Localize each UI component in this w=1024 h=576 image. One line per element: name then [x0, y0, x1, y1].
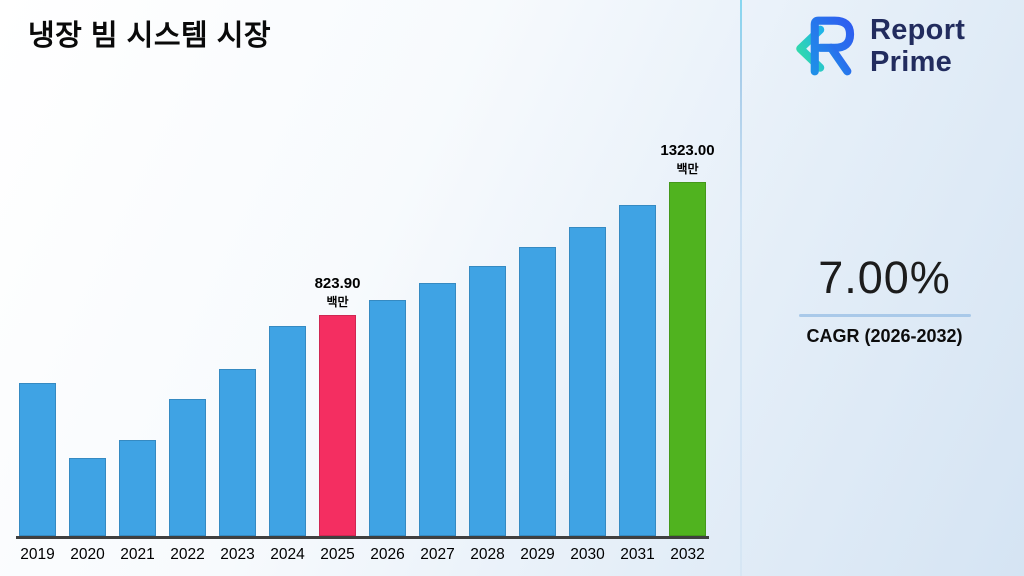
bar-2021 — [119, 440, 156, 536]
x-label-2025: 2025 — [320, 546, 355, 563]
x-label-2032: 2032 — [670, 546, 705, 563]
bar-unit-2025: 백만 — [326, 295, 349, 310]
cagr-value: 7.00% — [818, 252, 951, 303]
chart: 823.90 백만 1323.00 백만 2019 2020 2021 2022 2023 20… — [16, 142, 715, 564]
panel-divider — [740, 0, 742, 576]
bar-column-2019 — [19, 382, 56, 536]
bar-2027 — [419, 283, 456, 536]
bar-2031 — [619, 204, 656, 536]
logo-text-line2: Prime — [870, 46, 953, 78]
bar-2032 — [669, 181, 706, 536]
bar-2029 — [519, 246, 556, 536]
year-axis: 2019 2020 2021 2022 2023 2024 2025 2026 2027 2028… — [16, 546, 709, 564]
x-label-2023: 2023 — [220, 546, 255, 563]
x-label-2028: 2028 — [470, 546, 505, 563]
x-label-2022: 2022 — [170, 546, 205, 563]
bar-column-2021 — [119, 440, 156, 536]
bar-2026 — [369, 299, 406, 536]
page-title: 냉장 빔 시스템 시장 — [28, 20, 272, 52]
x-label-2027: 2027 — [420, 546, 455, 563]
bar-column-2024 — [269, 326, 306, 536]
bar-value-2032: 1323.00 — [660, 141, 715, 159]
report-prime-logo-icon — [796, 16, 855, 76]
x-label-2021: 2021 — [120, 546, 155, 563]
bar-2023 — [219, 368, 256, 536]
bar-2024 — [269, 326, 306, 536]
bar-value-2025: 823.90 — [314, 275, 361, 293]
x-label-2019: 2019 — [20, 546, 55, 563]
x-label-2029: 2029 — [520, 546, 555, 563]
bar-2028 — [469, 265, 506, 536]
bar-column-2023 — [219, 368, 256, 536]
x-label-2026: 2026 — [370, 546, 405, 563]
bar-2019 — [19, 382, 56, 536]
bar-column-2030 — [569, 226, 606, 536]
cagr-underline — [798, 314, 971, 317]
bar-value-label-2032: 1323.00 백만 — [660, 142, 714, 177]
bar-2030 — [569, 226, 606, 536]
bar-column-2031 — [619, 204, 656, 536]
logo-text: Report Prime — [870, 14, 965, 79]
cagr-label: CAGR (2026-2032) — [806, 326, 963, 346]
bar-column-2029 — [519, 246, 556, 536]
x-label-2030: 2030 — [570, 546, 605, 563]
bar-column-2032: 1323.00 백만 — [660, 142, 715, 536]
bar-column-2022 — [169, 399, 206, 536]
bar-column-2028 — [469, 265, 506, 536]
bar-column-2026 — [369, 299, 406, 536]
logo-text-line1: Report — [870, 13, 966, 46]
bar-value-label-2025: 823.90 백만 — [315, 275, 361, 310]
x-label-2020: 2020 — [70, 546, 105, 563]
bar-column-2025: 823.90 백만 — [315, 275, 360, 536]
cagr-panel: 7.00% CAGR (2026-2032) — [762, 252, 1007, 347]
report-prime-logo: Report Prime — [784, 8, 965, 84]
bar-unit-2032: 백만 — [676, 161, 699, 176]
x-label-2031: 2031 — [620, 546, 655, 563]
bar-2022 — [169, 399, 206, 536]
x-label-2024: 2024 — [270, 546, 305, 563]
bar-column-2020 — [69, 457, 106, 536]
bar-2020 — [69, 457, 106, 536]
bar-2025 — [319, 315, 356, 536]
bar-chart: 823.90 백만 1323.00 백만 — [16, 142, 715, 539]
bar-column-2027 — [419, 283, 456, 536]
